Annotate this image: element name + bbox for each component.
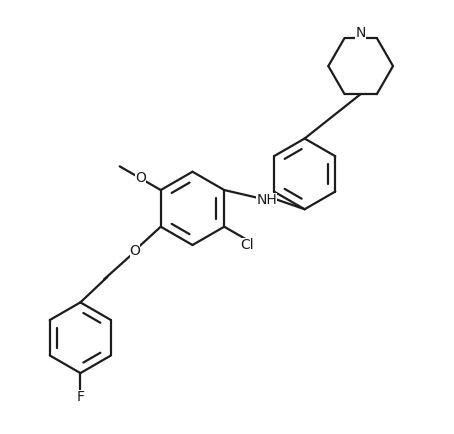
Text: F: F [76,390,84,404]
Text: O: O [129,244,140,258]
Text: Cl: Cl [240,238,254,252]
Text: O: O [135,171,146,185]
Text: NH: NH [256,193,277,207]
Text: N: N [355,26,366,40]
